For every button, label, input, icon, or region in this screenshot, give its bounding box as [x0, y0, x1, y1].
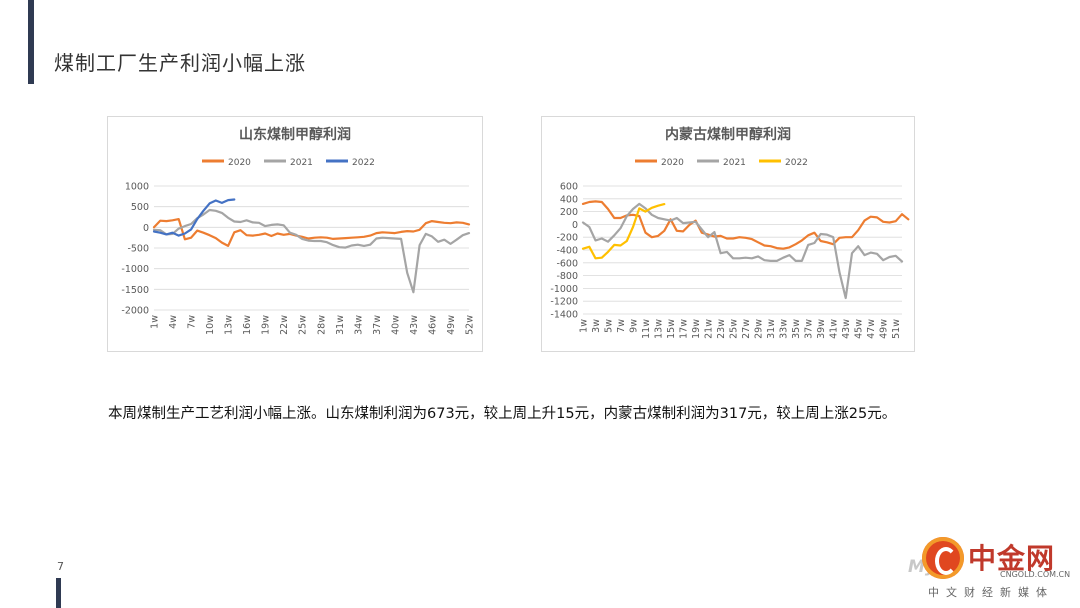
y-tick-label: -600	[556, 258, 578, 269]
legend-label-2022: 2022	[785, 158, 808, 168]
y-tick-label: 0	[143, 223, 149, 234]
x-tick-label: 37w	[804, 319, 815, 339]
x-tick-label: 19w	[261, 315, 272, 335]
y-tick-label: -1000	[121, 264, 149, 275]
y-tick-label: -200	[556, 233, 578, 244]
x-tick-label: 23w	[716, 319, 727, 339]
page-number: 7	[57, 560, 64, 573]
y-tick-label: 500	[131, 202, 149, 213]
x-tick-label: 10w	[205, 315, 216, 335]
series-line-2022	[152, 198, 236, 237]
footer-accent-bar	[56, 578, 61, 608]
x-tick-label: 37w	[372, 315, 383, 335]
x-tick-label: 25w	[729, 319, 740, 339]
title-accent-bar	[28, 0, 34, 84]
series-line-2021	[581, 202, 904, 300]
x-tick-label: 16w	[242, 315, 253, 335]
x-tick-label: 47w	[866, 319, 877, 339]
x-tick-label: 7w	[187, 315, 198, 329]
x-tick-label: 21w	[704, 319, 715, 339]
chart-title: 山东煤制甲醇利润	[239, 126, 351, 143]
x-tick-label: 40w	[390, 315, 401, 335]
cngold-logo: Mys 中金网 CNGOLD.COM.CN 中文财经新媒体	[908, 533, 1073, 603]
y-tick-label: 600	[560, 182, 578, 193]
x-tick-label: 25w	[298, 315, 309, 335]
x-tick-label: 5w	[604, 319, 615, 333]
x-tick-label: 1w	[579, 319, 590, 333]
x-tick-label: 9w	[629, 319, 640, 333]
x-tick-label: 28w	[316, 315, 327, 335]
legend-label-2020: 2020	[661, 158, 684, 168]
logo-tagline: 中文财经新媒体	[928, 586, 1054, 599]
x-tick-label: 19w	[691, 319, 702, 339]
x-tick-label: 22w	[279, 315, 290, 335]
series-line-2020	[581, 200, 910, 250]
y-tick-label: -2000	[121, 306, 149, 317]
x-tick-label: 39w	[816, 319, 827, 339]
x-tick-label: 43w	[841, 319, 852, 339]
x-tick-label: 29w	[754, 319, 765, 339]
x-tick-label: 49w	[446, 315, 457, 335]
chart-title: 内蒙古煤制甲醇利润	[665, 126, 791, 143]
legend-label-2021: 2021	[723, 158, 746, 168]
x-tick-label: 46w	[427, 315, 438, 335]
x-tick-label: 7w	[616, 319, 627, 333]
x-tick-label: 11w	[641, 319, 652, 339]
y-tick-label: 400	[560, 194, 578, 205]
x-tick-label: 52w	[465, 315, 476, 335]
x-tick-label: 3w	[591, 319, 602, 333]
x-tick-label: 51w	[891, 319, 902, 339]
x-tick-label: 13w	[654, 319, 665, 339]
series-line-2020	[152, 217, 471, 247]
legend-label-2022: 2022	[352, 158, 375, 168]
series-line-2022	[581, 202, 666, 260]
logo-domain: CNGOLD.COM.CN	[1000, 570, 1071, 579]
x-tick-label: 49w	[879, 319, 890, 339]
shandong-profit-chart: 山东煤制甲醇利润 2020 2021 2022 1000 500 0 -500 -1000 -15…	[107, 116, 483, 352]
legend-label-2020: 2020	[228, 158, 251, 168]
summary-text: 本周煤制生产工艺利润小幅上涨。山东煤制利润为673元，较上周上升15元，内蒙古煤…	[108, 406, 897, 422]
legend-label-2021: 2021	[290, 158, 313, 168]
logo-mark-icon	[922, 537, 964, 579]
x-tick-label: 1w	[150, 315, 161, 329]
y-tick-label: 1000	[125, 182, 149, 193]
x-tick-label: 31w	[766, 319, 777, 339]
page-title: 煤制工厂生产利润小幅上涨	[54, 51, 306, 75]
x-tick-label: 4w	[168, 315, 179, 329]
x-tick-label: 15w	[666, 319, 677, 339]
logo-main-text: 中金网	[968, 542, 1056, 575]
x-tick-label: 41w	[829, 319, 840, 339]
x-tick-label: 33w	[779, 319, 790, 339]
y-tick-label: -1200	[550, 297, 578, 308]
y-tick-label: -800	[556, 271, 578, 282]
x-tick-label: 43w	[409, 315, 420, 335]
y-tick-label: -400	[556, 246, 578, 257]
x-tick-label: 17w	[679, 319, 690, 339]
y-tick-label: 200	[560, 207, 578, 218]
y-tick-label: -1500	[121, 285, 149, 296]
x-tick-label: 35w	[791, 319, 802, 339]
y-tick-label: -1000	[550, 284, 578, 295]
x-tick-label: 45w	[854, 319, 865, 339]
chart-svg: 山东煤制甲醇利润 2020 2021 2022 1000 500 0 -500 -1000 -15…	[121, 126, 476, 335]
y-tick-label: -500	[127, 244, 149, 255]
x-tick-label: 27w	[741, 319, 752, 339]
x-tick-label: 34w	[353, 315, 364, 335]
x-tick-label: 13w	[224, 315, 235, 335]
x-tick-label: 31w	[335, 315, 346, 335]
y-tick-label: -1400	[550, 310, 578, 321]
y-tick-label: 0	[572, 220, 578, 231]
neimenggu-profit-chart: 内蒙古煤制甲醇利润 2020 2021 2022 600 400 200 0 -200 -400-…	[541, 116, 915, 352]
series-line-2021	[152, 208, 471, 294]
